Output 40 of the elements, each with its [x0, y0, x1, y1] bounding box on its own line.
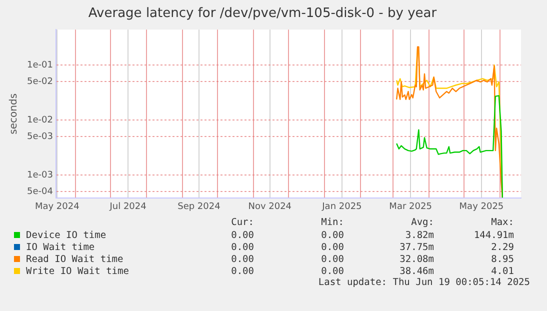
x-tick-label: Jan 2025	[321, 202, 362, 212]
legend-label: Write IO Wait time	[26, 266, 129, 276]
legend-label: Read IO Wait time	[26, 254, 124, 264]
y-tick-label: 1e-02	[26, 115, 53, 126]
y-tick-label: 5e-04	[26, 186, 54, 197]
text: Last update: Thu Jun 19 00:05:14 2025	[317, 277, 530, 289]
x-tick-label: May 2025	[459, 202, 504, 212]
x-tick-label: Jul 2024	[108, 202, 147, 212]
text: 0.00	[320, 242, 344, 252]
x-tick-label: May 2024	[34, 202, 80, 212]
text: 0.00	[320, 266, 344, 276]
text: 32.08m	[398, 254, 434, 264]
text: 8.95	[490, 254, 514, 264]
legend-label: Device IO time	[26, 230, 106, 240]
y-tick-label: 5e-02	[26, 76, 53, 87]
text: 0.00	[230, 242, 254, 252]
text: 0.00	[230, 230, 254, 240]
chart-title: Average latency for /dev/pve/vm-105-disk-0 - by year	[88, 6, 438, 22]
text: 0.00	[230, 254, 254, 264]
text: Avg:	[410, 217, 434, 229]
text: 0.00	[230, 266, 254, 276]
text: 144.91m	[472, 230, 514, 240]
text: Min:	[320, 217, 344, 229]
y-tick-label: 5e-03	[26, 132, 53, 142]
text: 0.00	[320, 230, 344, 240]
text: 3.82m	[404, 230, 434, 240]
text: 0.00	[320, 254, 344, 264]
y-tick-label: 1e-03	[26, 170, 53, 180]
legend-label: IO Wait time	[26, 242, 95, 252]
text: 2.29	[490, 242, 514, 252]
y-axis-title: seconds	[8, 93, 20, 134]
text: 4.01	[490, 266, 514, 276]
text: 38.46m	[398, 266, 434, 276]
text: 37.75m	[398, 242, 434, 252]
x-tick-label: Mar 2025	[389, 202, 432, 212]
y-tick-label: 1e-01	[26, 60, 53, 70]
text: Cur:	[230, 217, 254, 229]
x-tick-label: Sep 2024	[178, 202, 221, 212]
x-tick-label: Nov 2024	[248, 202, 292, 212]
text: Max:	[490, 217, 514, 229]
